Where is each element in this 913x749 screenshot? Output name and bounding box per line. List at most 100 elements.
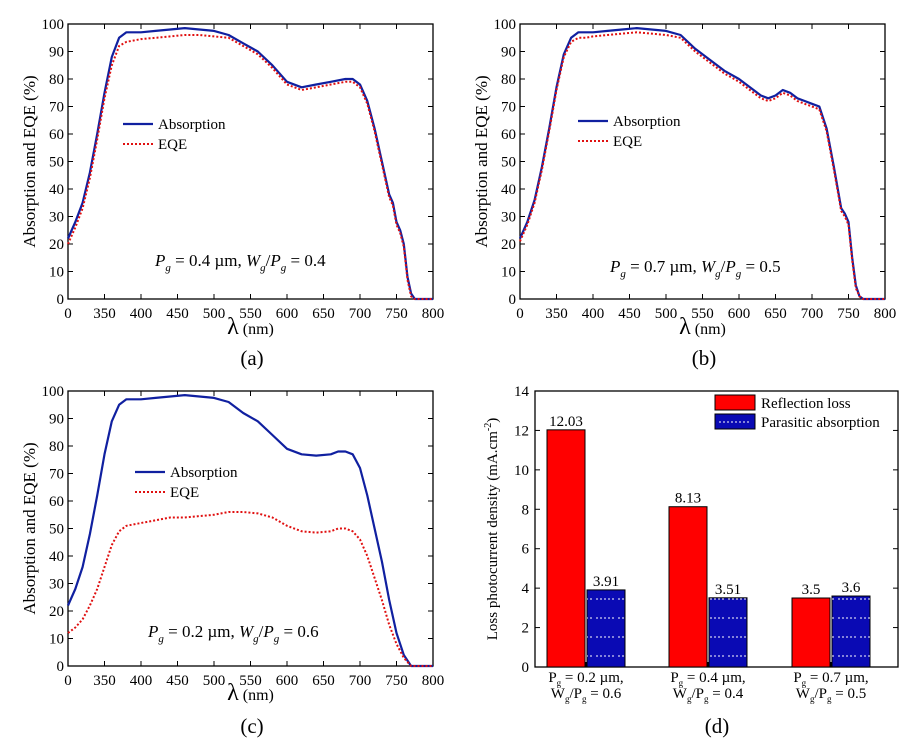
series-line-absorption — [66, 27, 433, 301]
x-axis-symbol: λ — [679, 314, 691, 340]
ann-p-sub: g — [165, 262, 171, 274]
cat-p-rest: = 0.4 µm, — [683, 670, 746, 686]
legend-entry: Absorption — [158, 117, 226, 133]
y-tick-label: 70 — [501, 100, 516, 116]
x-tick-label: 500 — [203, 306, 226, 322]
y-tick-label: 100 — [42, 17, 65, 33]
bar-hatch — [709, 597, 747, 667]
ann-p2: P — [269, 251, 280, 270]
panel-caption: (d) — [705, 714, 730, 738]
ann-p: P — [154, 251, 165, 270]
y-tick-label: 50 — [501, 155, 516, 171]
cat-w-sub2: g — [704, 694, 709, 704]
y-axis-label: Loss photocurrent density (mA.cm-2) — [483, 418, 501, 640]
y-axis-label: Absorption and EQE (%) — [20, 75, 39, 247]
y-tick-label: 0 — [509, 292, 517, 308]
cat-w-rest: = 0.5 — [831, 686, 866, 702]
legend-entry: EQE — [170, 485, 199, 501]
line-panel: 0 350 400 450 500 550 600 650 700 750 800 0 10 20 30 40… — [20, 17, 444, 370]
y-axis-label-text: Loss photocurrent density (mA.cm — [485, 431, 501, 640]
ann-slash: / — [721, 257, 726, 276]
category-label-line2: Wg/Pg = 0.5 — [796, 686, 866, 704]
ann-ratio: = 0.4 — [286, 251, 326, 270]
x-axis-unit: (nm) — [239, 687, 274, 704]
y-tick-label: 40 — [49, 549, 64, 565]
x-tick-label: 750 — [837, 306, 860, 322]
y-axis-label-close: ) — [485, 418, 501, 423]
y-tick-label: 40 — [501, 182, 516, 198]
cat-w-sub: g — [565, 694, 570, 704]
y-tick-label: 8 — [522, 502, 530, 518]
x-tick-label: 350 — [93, 306, 116, 322]
cat-w-rest: = 0.6 — [586, 686, 621, 702]
x-tick-label: 450 — [166, 306, 189, 322]
y-tick-label: 10 — [49, 265, 64, 281]
series-line-absorption — [518, 27, 885, 301]
y-tick-label: 20 — [49, 604, 64, 620]
legend-entry: EQE — [613, 134, 642, 150]
y-tick-label: 6 — [522, 542, 530, 558]
x-tick-label: 550 — [691, 306, 714, 322]
y-axis-label: Absorption and EQE (%) — [472, 75, 491, 247]
x-tick-label: 650 — [312, 673, 335, 689]
y-tick-label: 0 — [522, 660, 530, 676]
ann-p: P — [147, 622, 158, 641]
bar-reflection-loss — [791, 597, 831, 668]
cat-p-rest: = 0.2 µm, — [561, 670, 624, 686]
x-tick-label: 400 — [130, 306, 153, 322]
parameter-annotation: Pg = 0.4 µm, Wg/Pg = 0.4 — [154, 251, 326, 274]
bar-value-label: 3.91 — [593, 574, 619, 590]
y-tick-label: 50 — [49, 522, 64, 538]
y-tick-label: 60 — [49, 494, 64, 510]
x-tick-label: 700 — [801, 306, 824, 322]
x-tick-label: 700 — [349, 306, 372, 322]
legend-entry: EQE — [158, 137, 187, 153]
x-tick-label: 350 — [93, 673, 116, 689]
x-tick-label: 750 — [385, 673, 408, 689]
x-tick-label: 800 — [422, 673, 445, 689]
ann-p-val: = 0.2 µm, — [164, 622, 239, 641]
y-tick-label: 20 — [49, 237, 64, 253]
ann-w-sub: g — [260, 262, 266, 274]
x-tick-label: 800 — [874, 306, 897, 322]
x-tick-label: 500 — [655, 306, 678, 322]
category-label-line1: Pg = 0.2 µm, — [548, 670, 623, 688]
cat-p-rest: = 0.7 µm, — [806, 670, 869, 686]
x-tick-label: 600 — [276, 306, 299, 322]
x-tick-label: 650 — [764, 306, 787, 322]
y-tick-label: 100 — [494, 17, 517, 33]
ann-ratio: = 0.6 — [279, 622, 318, 641]
ann-w: W — [239, 622, 255, 641]
x-axis-symbol: λ — [227, 680, 239, 706]
cat-p-sub: g — [557, 678, 562, 688]
ann-p2-sub: g — [274, 633, 280, 645]
ann-p2-sub: g — [281, 262, 287, 274]
y-tick-label: 30 — [501, 210, 516, 226]
x-tick-label: 800 — [422, 306, 445, 322]
y-tick-label: 50 — [49, 155, 64, 171]
cat-w: W — [551, 686, 566, 702]
x-tick-label: 0 — [64, 673, 72, 689]
cat-w-mid: /P — [691, 686, 704, 702]
cat-w-sub: g — [687, 694, 692, 704]
y-tick-label: 2 — [522, 621, 530, 637]
y-tick-label: 70 — [49, 467, 64, 483]
ann-p2: P — [262, 622, 273, 641]
panel-caption: (a) — [240, 346, 263, 370]
cat-w-rest: = 0.4 — [708, 686, 743, 702]
cat-w-mid: /P — [814, 686, 827, 702]
series-line-eqe — [67, 34, 433, 300]
x-tick-label: 0 — [516, 306, 524, 322]
panel-caption: (b) — [692, 346, 717, 370]
line-panel: 0 350 400 450 500 550 600 650 700 750 800 0 10 20 30 40… — [472, 17, 896, 370]
cat-w-sub: g — [810, 694, 815, 704]
x-axis-label: λ (nm) — [227, 680, 274, 706]
y-tick-label: 100 — [42, 384, 65, 400]
ann-p2: P — [724, 257, 735, 276]
bar-panel: 0 2 4 6 8 10 12 14 12.03 8.13 3.5 3.91 3.51 3.6 Pg = 0… — [483, 384, 899, 738]
cat-w: W — [673, 686, 688, 702]
y-tick-label: 60 — [49, 127, 64, 143]
legend-swatch — [714, 394, 756, 411]
legend-entry: Absorption — [613, 114, 681, 130]
